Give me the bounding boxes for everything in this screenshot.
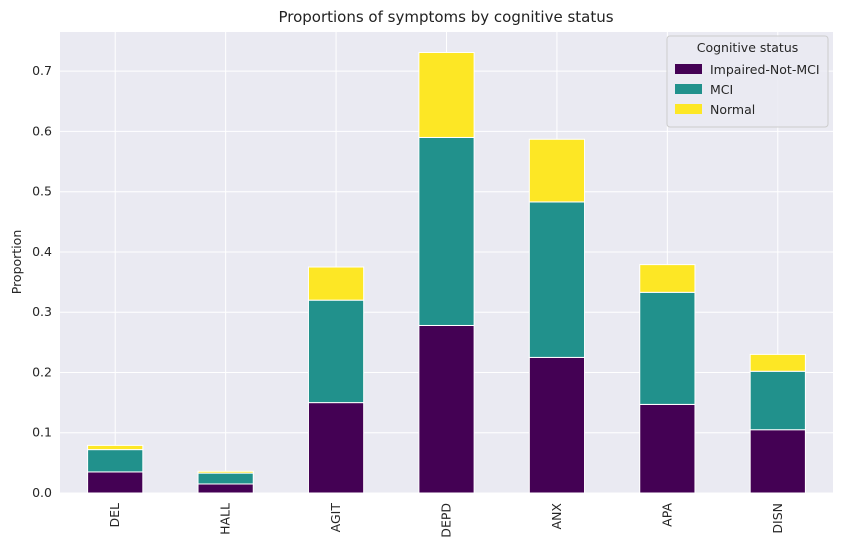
y-tick-label: 0.6 [32, 123, 52, 138]
legend-swatch [675, 64, 702, 74]
chart-title: Proportions of symptoms by cognitive sta… [278, 8, 613, 26]
y-tick-label: 0.2 [32, 364, 52, 379]
y-tick-label: 0.1 [32, 425, 52, 440]
y-tick-label: 0.0 [32, 485, 52, 500]
y-axis: 0.0 0.1 0.2 0.3 0.4 0.5 0.6 0.7 [32, 63, 52, 500]
x-tick-label: HALL [218, 503, 233, 535]
bar-segment [307, 402, 365, 494]
bar-segment [749, 429, 806, 494]
bar-segment [197, 483, 254, 494]
bar-segment [639, 264, 696, 293]
bar-segment [87, 471, 144, 494]
bar-segment [749, 353, 806, 372]
x-tick-label: ANX [549, 503, 564, 530]
x-tick-label: DEPD [439, 503, 454, 538]
bars [87, 51, 806, 494]
x-tick-label: AGIT [328, 503, 343, 533]
bar-segment [418, 324, 475, 494]
bar-segment [528, 138, 586, 203]
y-tick-label: 0.7 [32, 63, 52, 78]
legend: Cognitive status Impaired-Not-MCI MCI Norma… [666, 35, 829, 128]
bar-segment [418, 51, 475, 138]
legend-title: Cognitive status [697, 40, 799, 55]
x-tick-label: DISN [770, 503, 785, 534]
bar-segment [197, 470, 254, 474]
bar-segment [639, 291, 696, 405]
bar-segment [528, 356, 586, 494]
y-tick-label: 0.5 [32, 184, 52, 199]
bar-segment [87, 449, 144, 473]
x-axis: DEL HALL AGIT DEPD ANX APA DISN [107, 503, 785, 538]
bar-segment [307, 266, 365, 301]
legend-entry: MCI [710, 82, 733, 97]
bar-segment [418, 136, 475, 326]
bar-segment [197, 472, 254, 485]
x-tick-label: APA [659, 503, 674, 527]
y-tick-label: 0.3 [32, 304, 52, 319]
bar-segment [87, 444, 144, 451]
legend-entry: Impaired-Not-MCI [710, 62, 820, 77]
legend-swatch [675, 104, 702, 114]
x-tick-label: DEL [107, 503, 122, 528]
bar-segment [749, 370, 806, 431]
y-tick-label: 0.4 [32, 244, 52, 259]
y-axis-label: Proportion [9, 230, 24, 295]
bar-segment [528, 201, 586, 358]
legend-entry: Normal [710, 102, 755, 117]
bar-segment [639, 403, 696, 494]
legend-swatch [675, 84, 702, 94]
legend-box [666, 35, 829, 128]
bar-segment [307, 299, 365, 404]
